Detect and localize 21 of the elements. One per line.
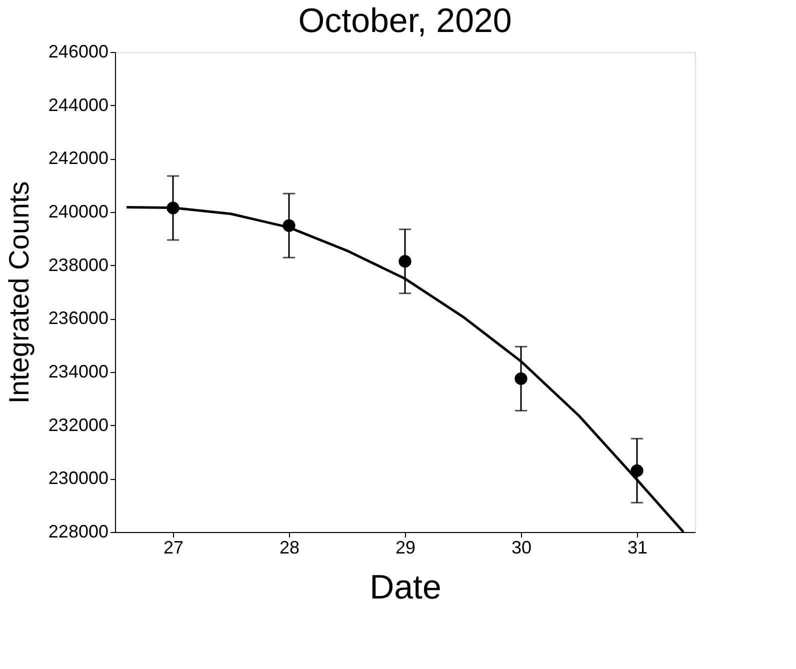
y-tick-label: 228000 (48, 522, 108, 542)
y-tick-label: 234000 (48, 362, 108, 382)
point (514, 372, 528, 385)
x-tick-label: 31 (627, 538, 648, 558)
x-tick-label: 28 (279, 538, 300, 558)
point (398, 255, 412, 268)
y-tick-label: 236000 (48, 308, 108, 328)
point (630, 464, 644, 477)
y-tick-label: 238000 (48, 254, 108, 275)
y-tick-label: 242000 (48, 148, 108, 168)
y-axis-title: Integrated Counts (3, 181, 34, 404)
chart-title: October, 2020 (298, 2, 512, 40)
x-tick-label: 27 (163, 538, 184, 558)
y-tick-label: 244000 (48, 94, 108, 115)
x-tick-label: 30 (511, 538, 532, 558)
y-tick-label: 246000 (48, 42, 108, 62)
x-axis-title: Date (370, 568, 442, 606)
x-tick-label: 29 (395, 538, 416, 558)
y-tick-label: 232000 (48, 414, 108, 435)
y-tick-label: 230000 (48, 468, 108, 488)
y-tick-label: 240000 (48, 202, 108, 222)
